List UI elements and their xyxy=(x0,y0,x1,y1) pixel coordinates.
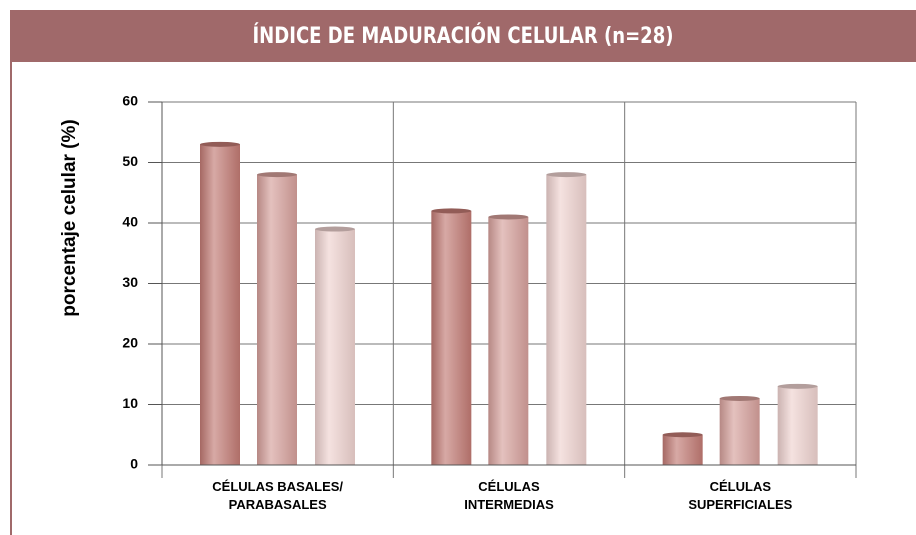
bar-top xyxy=(315,226,355,232)
chart-title: ÍNDICE DE MADURACIÓN CELULAR (n=28) xyxy=(252,22,673,48)
bar xyxy=(431,210,472,465)
y-tick-label: 30 xyxy=(122,274,138,290)
y-tick-label: 40 xyxy=(122,214,138,230)
bar xyxy=(200,144,240,465)
bar xyxy=(777,386,818,465)
bar-top xyxy=(200,141,240,147)
bar xyxy=(662,434,703,465)
x-tick-label: CÉLULAS SUPERFICIALES xyxy=(688,479,792,512)
bar-top xyxy=(777,383,818,389)
y-tick-label: 50 xyxy=(122,153,138,169)
y-tick-label: 10 xyxy=(122,395,138,411)
bar-top xyxy=(257,172,297,178)
bar xyxy=(488,216,529,465)
x-tick-label: CÉLULAS BASALES/PARABASALES xyxy=(212,479,343,512)
bar xyxy=(257,174,297,465)
y-tick-label: 60 xyxy=(122,93,138,109)
y-tick-label: 0 xyxy=(130,456,138,472)
bar-top xyxy=(431,208,472,214)
y-tick-label: 20 xyxy=(122,335,138,351)
title-band xyxy=(10,10,916,62)
bar-top xyxy=(488,214,529,220)
y-axis-label: porcentaje celular (%) xyxy=(59,119,80,316)
x-tick-label: CÉLULAS INTERMEDIAS xyxy=(464,479,554,512)
bar xyxy=(719,398,760,465)
bar xyxy=(315,229,355,465)
bar-top xyxy=(662,432,703,438)
bar-top xyxy=(546,172,587,178)
bar xyxy=(546,174,587,465)
bar-top xyxy=(719,395,760,401)
